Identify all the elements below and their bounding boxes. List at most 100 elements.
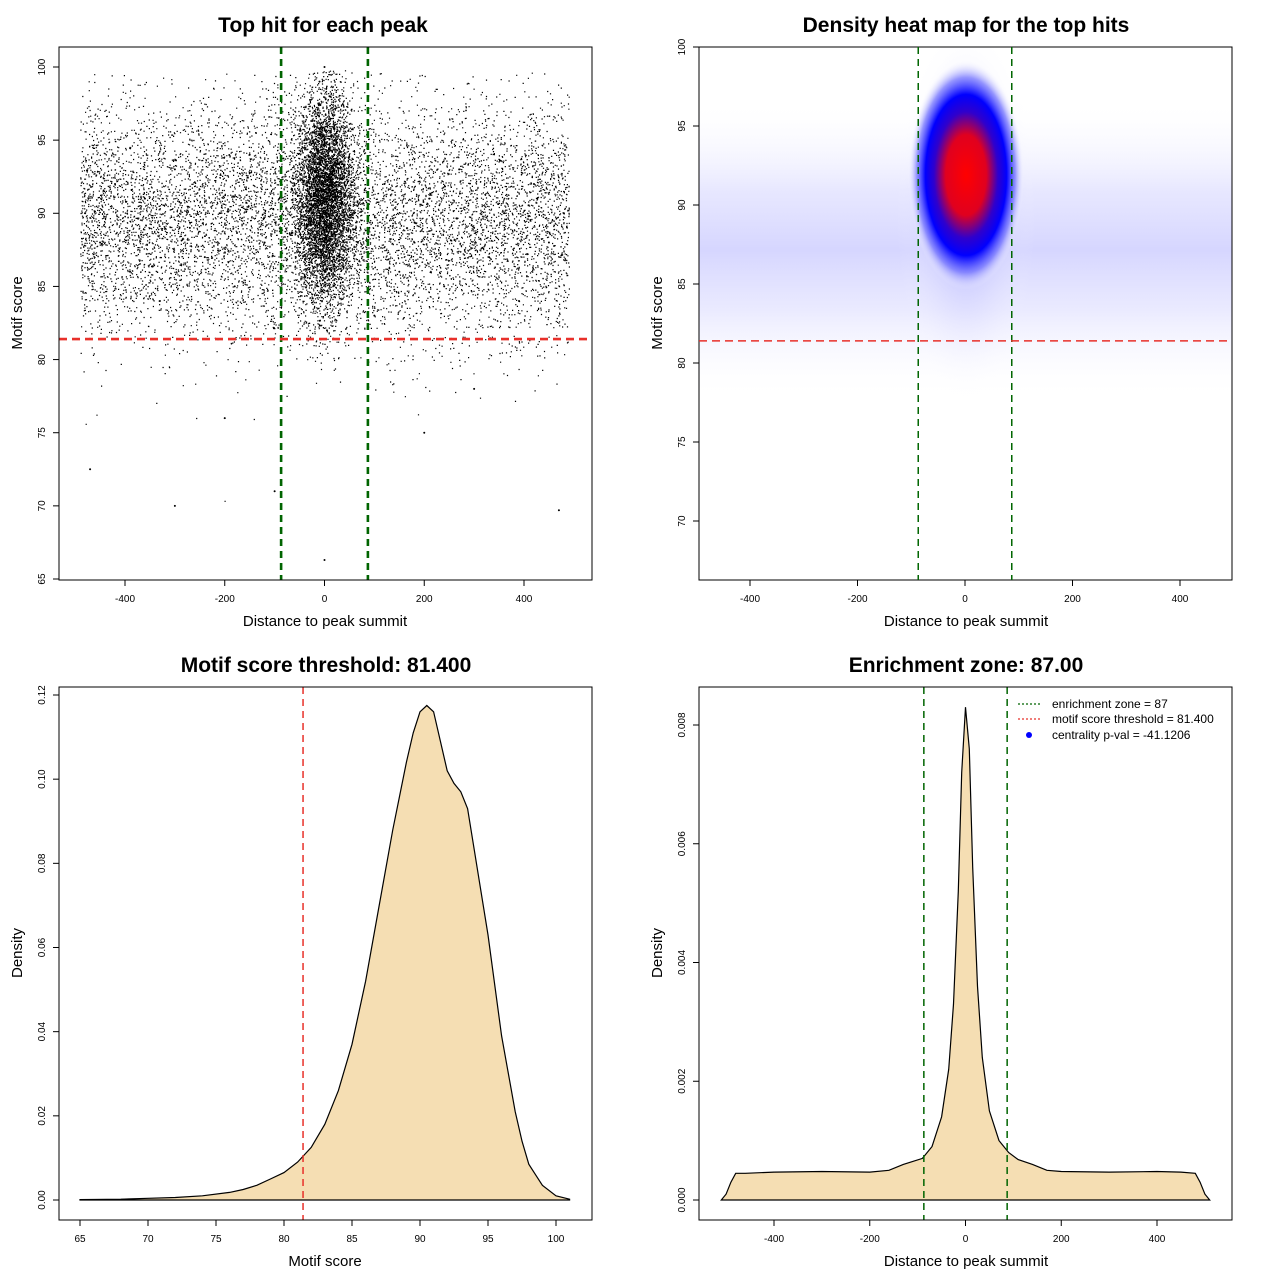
y-tick-label: 0.02 [37,1106,48,1126]
panel-1-xlabel: Distance to peak summit [243,613,408,630]
panel-4-axes: -400 -200 0 200 400 0.000 0.002 0.004 0.006 0.008 [677,712,1166,1245]
legend-label-pval: centrality p-val = -41.1206 [1052,728,1191,742]
scatter-point [321,300,324,303]
scatter-point [143,197,146,200]
scatter-point [333,124,336,127]
scatter-point [263,241,266,244]
scatter-point [278,197,281,200]
panel-4-ylabel: Density [649,927,666,978]
scatter-point [303,139,306,142]
y-tick-label: 0.000 [677,1187,688,1212]
scatter-point [323,197,326,200]
score-density-curve [79,687,571,1220]
y-tick-label: 75 [677,436,688,448]
scatter-point [428,197,431,200]
scatter-point [84,212,87,215]
y-tick-label: 85 [677,278,688,290]
x-tick-label: 90 [414,1234,426,1245]
scatter-point [323,558,326,561]
y-tick-label: 0.008 [677,712,688,737]
x-tick-label: 200 [1053,1234,1070,1245]
panel-1-axes: -400 -200 0 200 400 65 70 75 80 85 90 95 100 [37,58,533,605]
scatter-points [59,47,592,580]
y-tick-label: 0.10 [37,769,48,789]
panel-3-xlabel: Motif score [288,1253,361,1270]
scatter-point [373,314,376,317]
scatter-point [547,241,550,244]
y-tick-label: 95 [677,120,688,132]
scatter-point [99,241,102,244]
scatter-point [503,212,506,215]
scatter-point [398,270,401,273]
scatter-point [114,183,117,186]
scatter-point [248,153,251,156]
y-tick-label: 100 [677,38,688,55]
x-tick-label: -200 [860,1234,880,1245]
scatter-point [473,226,476,229]
x-tick-label: 75 [210,1234,222,1245]
y-tick-label: 80 [677,357,688,369]
y-tick-label: 85 [37,280,48,292]
x-tick-label: 70 [142,1234,154,1245]
density-area [720,707,1211,1201]
scatter-point [158,300,161,303]
y-tick-label: 0.004 [677,950,688,975]
scatter-point [203,256,206,259]
scatter-point [343,168,346,171]
scatter-point [458,168,461,171]
scatter-point [173,504,176,507]
x-tick-label: 200 [1064,594,1081,605]
heatmap-core [908,60,1024,290]
y-tick-label: 65 [37,573,48,585]
panel-1-ylabel: Motif score [9,276,26,349]
x-tick-label: 100 [548,1234,565,1245]
x-tick-label: 80 [278,1234,290,1245]
distance-density-curve [720,687,1211,1220]
x-tick-label: 0 [963,1234,969,1245]
x-tick-label: 0 [962,594,968,605]
y-tick-label: 0.06 [37,937,48,957]
scatter-point [557,509,560,512]
legend-label-enrichment: enrichment zone = 87 [1052,697,1168,711]
y-tick-label: 80 [37,354,48,366]
y-tick-label: 70 [37,500,48,512]
panel-2-title: Density heat map for the top hits [803,14,1130,37]
scatter-point [328,95,331,98]
scatter-point [188,226,191,229]
scatter-point [353,212,356,215]
y-tick-label: 0.08 [37,853,48,873]
y-tick-label: 0.002 [677,1068,688,1093]
legend: enrichment zone = 87 motif score thresho… [1018,697,1214,742]
y-tick-label: 95 [37,134,48,146]
scatter-point [89,468,92,471]
density-area [79,704,571,1201]
scatter-point [318,80,321,83]
x-tick-label: -400 [115,594,135,605]
panel-1-title: Top hit for each peak [218,14,428,37]
y-tick-label: 75 [37,427,48,439]
y-tick-label: 0.00 [37,1190,48,1210]
y-tick-label: 0.006 [677,831,688,856]
scatter-point [218,212,221,215]
x-tick-label: 95 [482,1234,494,1245]
panel-3-ylabel: Density [9,927,26,978]
panel-2-xlabel: Distance to peak summit [884,613,1049,630]
panel-4-xlabel: Distance to peak summit [884,1253,1049,1270]
scatter-point [473,387,476,390]
score-density-panel: Motif score threshold: 81.400 65 70 75 80 85… [9,654,593,1270]
scatter-point [423,431,426,434]
heatmap-panel: Density heat map for the top hits -400 -2… [649,14,1233,630]
y-tick-label: 0.04 [37,1021,48,1041]
x-tick-label: 0 [322,594,328,605]
panel-3-axes: 65 70 75 80 85 90 95 100 0.00 0.02 0.04 0.06 0.08 0.1… [37,685,565,1245]
x-tick-label: 65 [74,1234,86,1245]
x-tick-label: 200 [416,594,433,605]
y-tick-label: 100 [37,58,48,75]
panel-1-frame [58,46,593,581]
scatter-point [323,66,326,68]
scatter-point [383,183,386,186]
scatter-point [562,212,565,215]
legend-label-threshold: motif score threshold = 81.400 [1052,712,1214,726]
panel-2-ylabel: Motif score [649,276,666,349]
